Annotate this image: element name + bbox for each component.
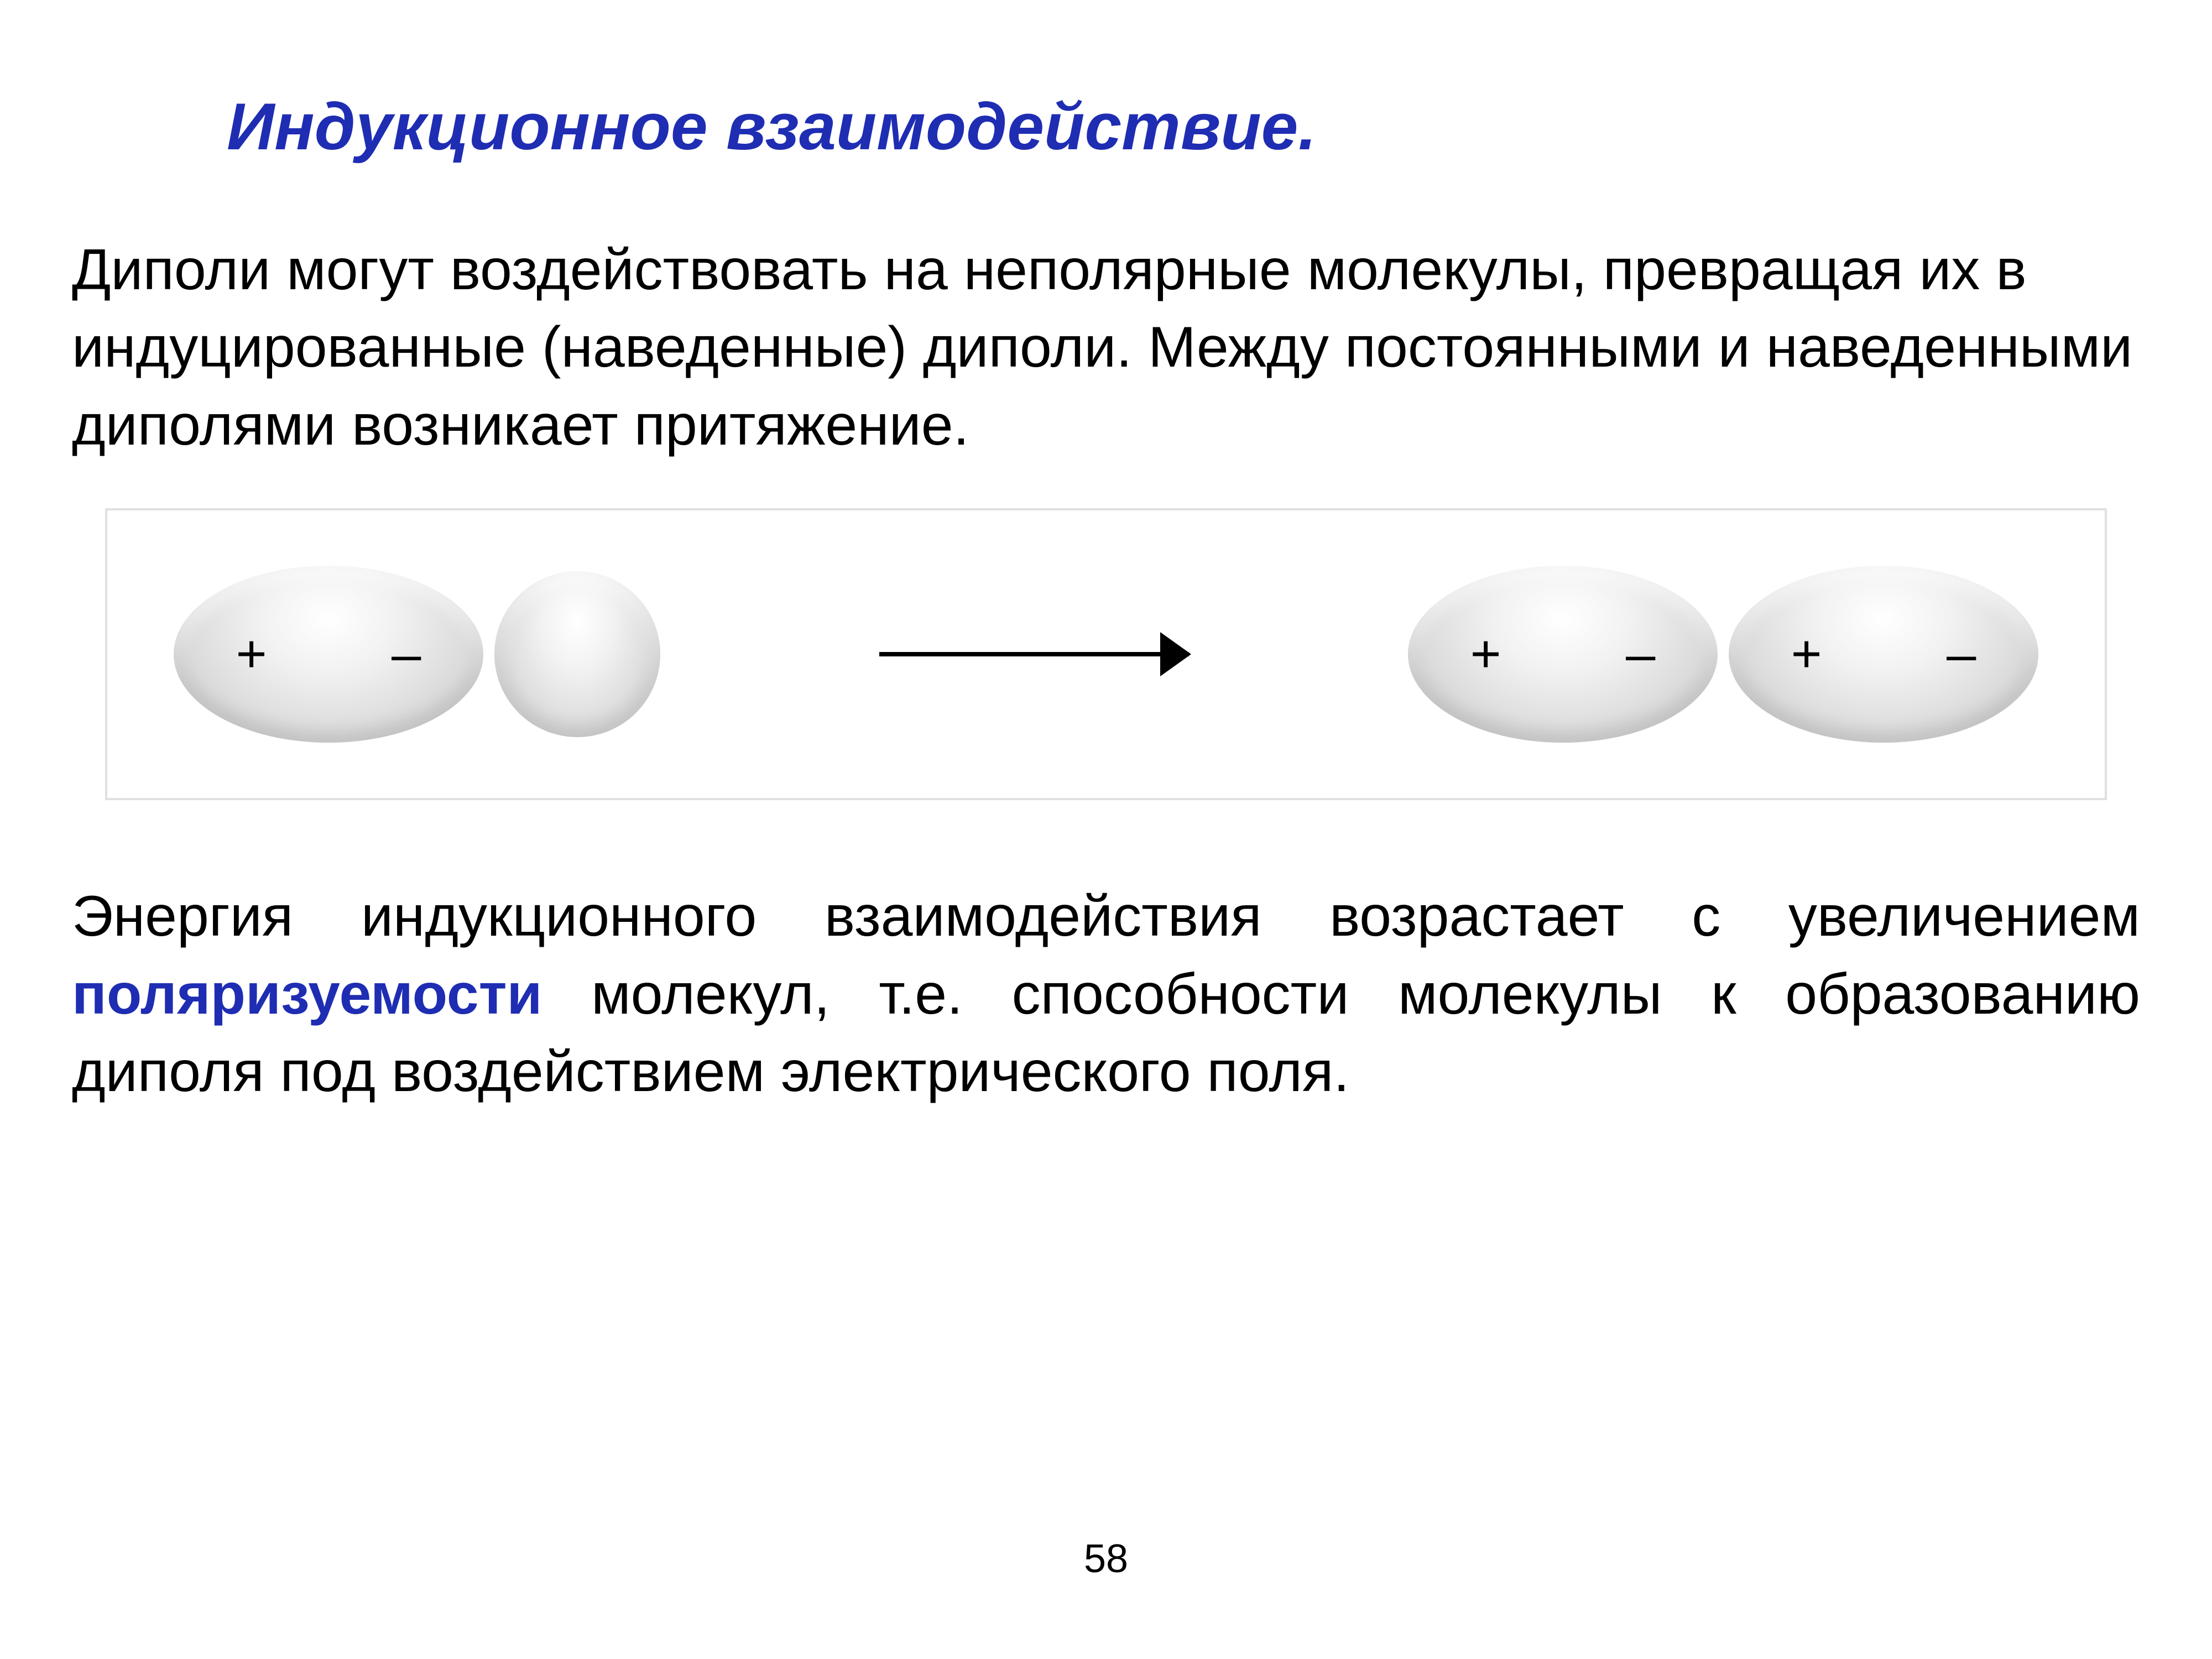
induced-dipole-1: +– [1408,566,1718,743]
paragraph-1: Диполи могут воздействовать на неполярны… [72,231,2140,464]
right-group: +– +– [1408,566,2038,743]
page-number: 58 [1084,1536,1128,1582]
charge-label: – [1626,624,1655,685]
left-group: +– [174,566,660,743]
para2-pre: Энергия индукционного взаимодействия воз… [72,884,2140,948]
charge-label: + [236,624,267,685]
charge-label: + [1791,624,1822,685]
charge-label: – [392,624,421,685]
diagram-box: +– +– +– [105,508,2107,800]
nonpolar-molecule [494,571,660,737]
arrow-line [879,652,1189,656]
slide: Индукционное взаимодействие. Диполи могу… [0,0,2212,1659]
charge-label: – [1947,624,1976,685]
para2-keyword: поляризуемости [72,962,542,1026]
induced-dipole-2: +– [1729,566,2038,743]
slide-title: Индукционное взаимодействие. [72,88,2140,165]
paragraph-2: Энергия индукционного взаимодействия воз… [72,878,2140,1110]
permanent-dipole: +– [174,566,483,743]
reaction-arrow [879,652,1189,656]
arrow-head-icon [1160,632,1191,676]
charge-label: + [1470,624,1501,685]
